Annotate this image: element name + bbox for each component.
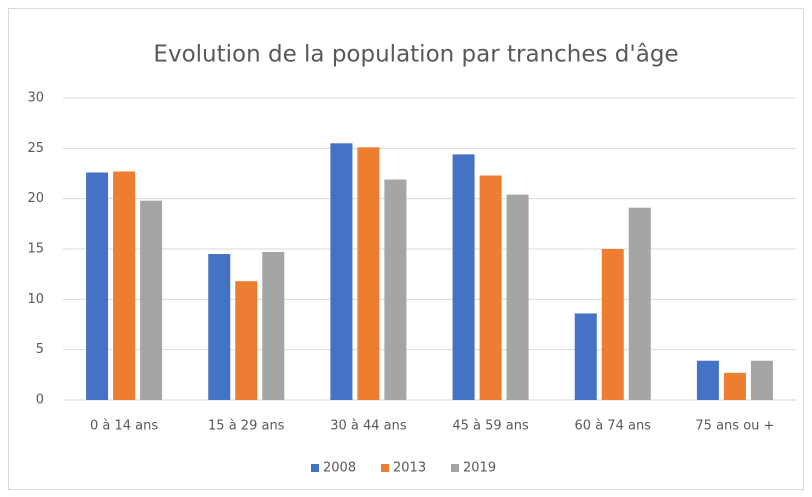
legend-label: 2008 — [323, 461, 356, 476]
x-tick-label: 30 à 44 ans — [330, 419, 407, 434]
bar — [86, 172, 109, 400]
y-tick-label: 10 — [27, 292, 44, 307]
y-tick-label: 15 — [27, 242, 44, 257]
bar — [235, 281, 258, 400]
x-tick-label: 0 à 14 ans — [90, 419, 158, 434]
x-tick-label: 45 à 59 ans — [452, 419, 529, 434]
bar — [628, 207, 651, 400]
bar — [262, 252, 285, 400]
legend-label: 2019 — [463, 461, 496, 476]
x-tick-label: 15 à 29 ans — [208, 419, 285, 434]
bar — [384, 179, 407, 400]
x-tick-label: 60 à 74 ans — [575, 419, 652, 434]
bar — [140, 200, 163, 400]
bar — [574, 313, 597, 400]
legend-swatch — [381, 464, 389, 472]
bar — [452, 154, 475, 400]
bar — [208, 254, 231, 400]
bar — [696, 360, 719, 400]
y-tick-label: 25 — [27, 141, 44, 156]
bar — [113, 171, 136, 400]
y-tick-label: 5 — [36, 342, 44, 357]
x-tick-label: 75 ans ou + — [695, 419, 774, 434]
y-tick-label: 30 — [27, 91, 44, 106]
bar — [601, 249, 624, 400]
legend-swatch — [451, 464, 459, 472]
bar — [506, 194, 529, 400]
y-tick-label: 0 — [36, 393, 44, 408]
bar — [357, 147, 380, 400]
bar — [750, 360, 773, 400]
legend-label: 2013 — [393, 461, 426, 476]
bar — [723, 372, 746, 400]
chart-title: Evolution de la population par tranches … — [153, 42, 678, 68]
bar — [330, 143, 353, 401]
y-tick-label: 20 — [27, 191, 44, 206]
legend-swatch — [311, 464, 319, 472]
bar — [479, 175, 502, 400]
